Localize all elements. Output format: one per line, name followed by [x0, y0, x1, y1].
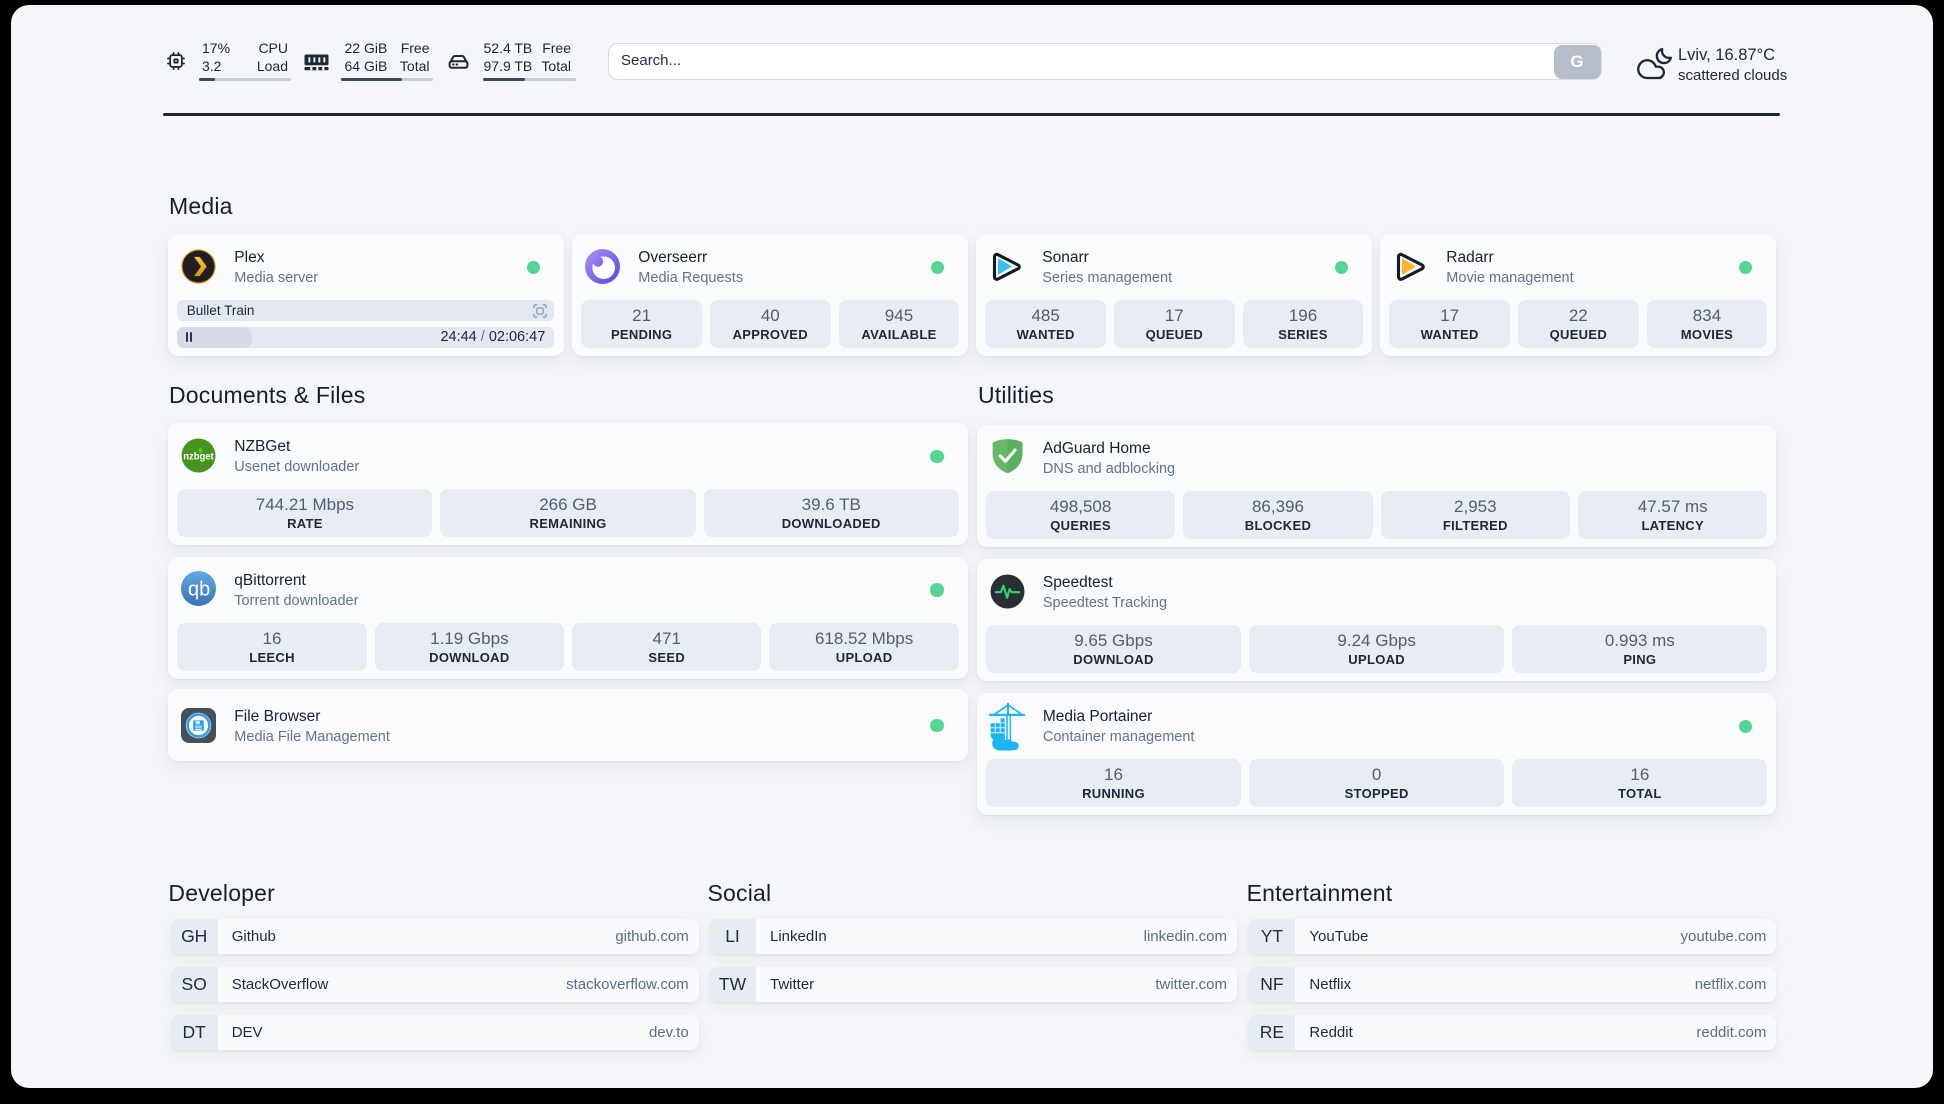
svg-text:nzbget: nzbget [183, 451, 214, 462]
svg-text:qb: qb [188, 579, 210, 601]
